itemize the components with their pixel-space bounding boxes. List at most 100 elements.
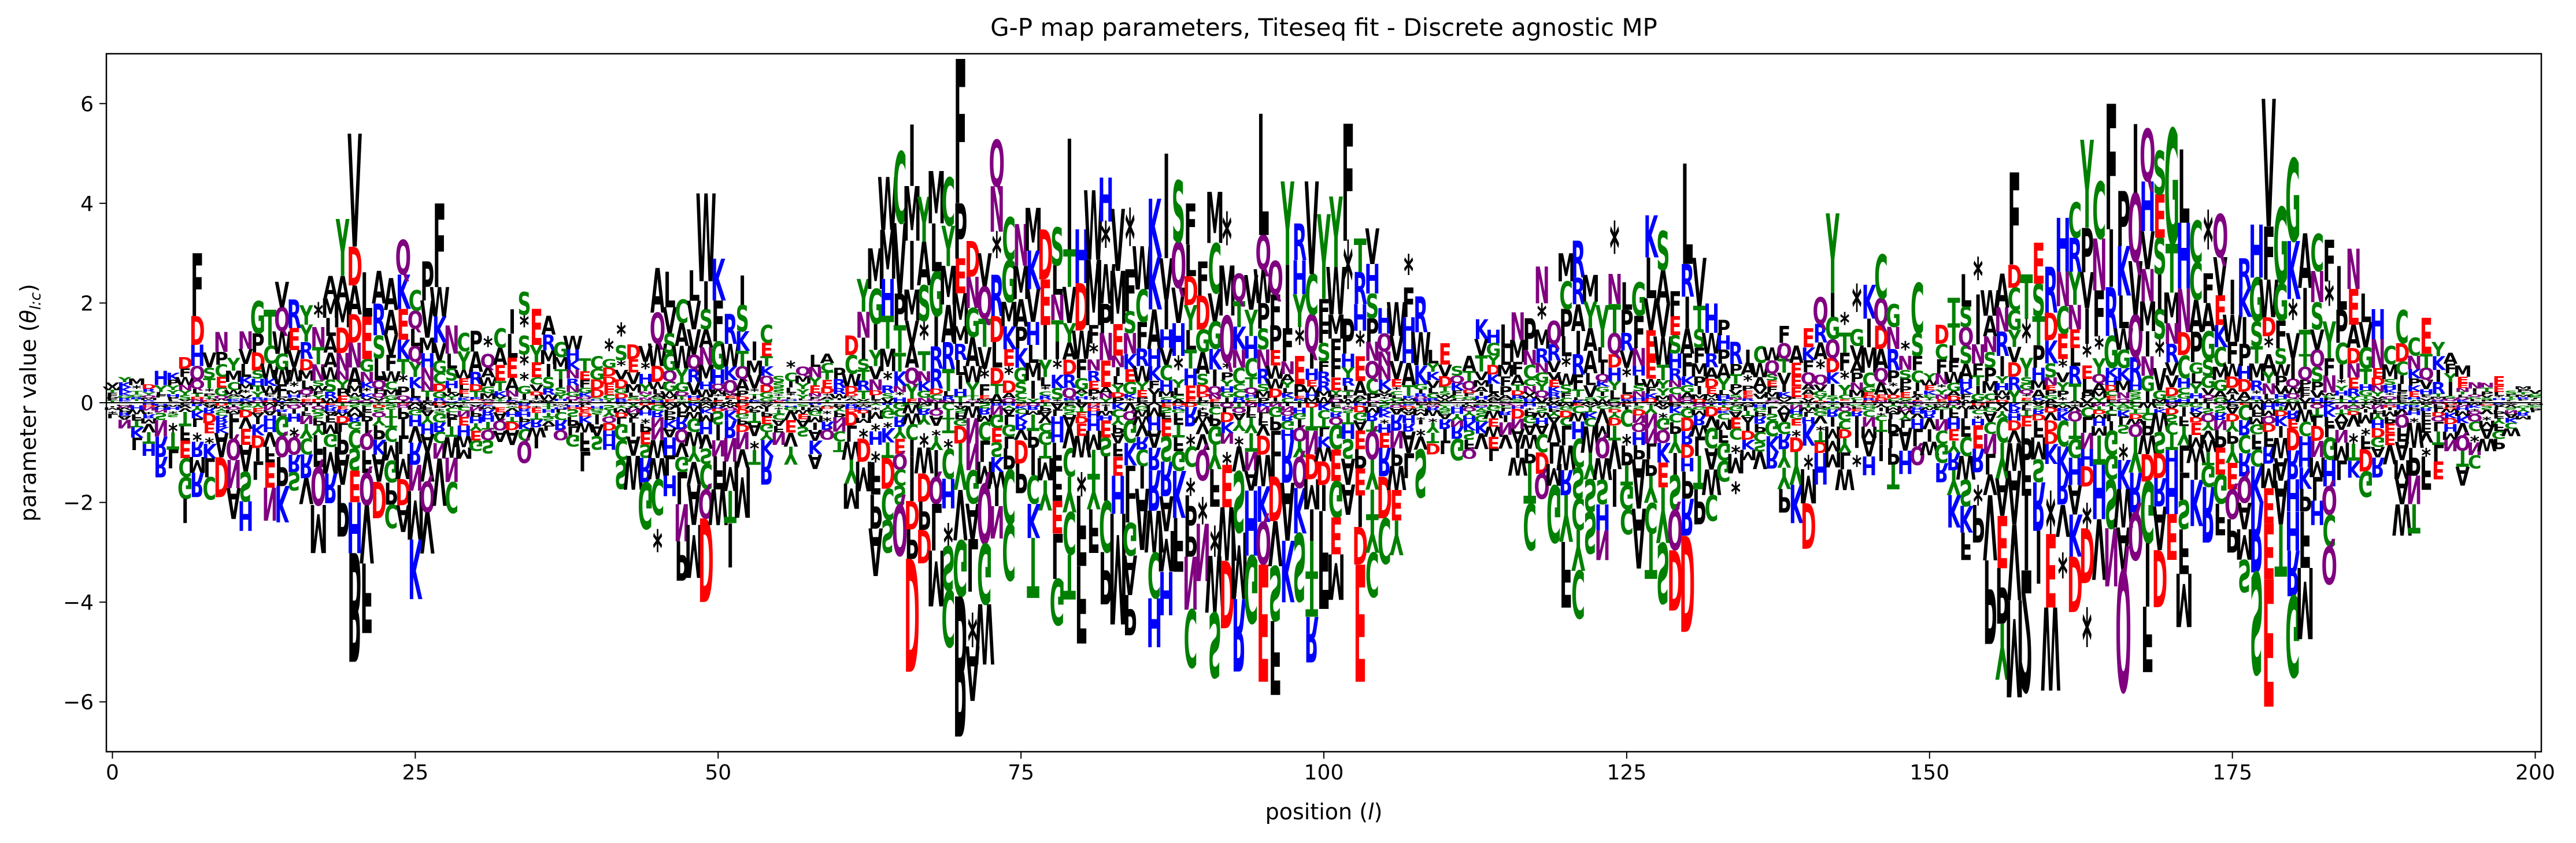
- logo-letter: W: [272, 404, 292, 407]
- logo-letter: S: [1450, 363, 1464, 379]
- logo-letter: M: [321, 438, 340, 480]
- logo-letter: K: [251, 421, 266, 438]
- logo-letter: A: [202, 403, 217, 408]
- logo-letter: G: [359, 356, 374, 376]
- logo-letter: T: [1027, 518, 1039, 614]
- logo-letter: G: [347, 419, 362, 431]
- logo-letter: G: [238, 404, 253, 407]
- logo-letter: H: [165, 406, 181, 411]
- logo-letter: M: [188, 451, 206, 476]
- logo-letter: H: [153, 403, 169, 406]
- logo-letter: Y: [1038, 470, 1052, 518]
- logo-letter: V: [178, 404, 193, 408]
- logo-letter: M: [2296, 545, 2314, 659]
- logo-letter: F: [2420, 445, 2433, 498]
- logo-letter: Y: [214, 407, 229, 412]
- logo-letter: Y: [153, 383, 168, 394]
- logo-letter: T: [130, 390, 143, 395]
- logo-letter: Q: [190, 362, 205, 384]
- logo-letter: C: [2395, 302, 2409, 355]
- logo-letter: F: [1196, 252, 1209, 307]
- logo-letter: D: [190, 308, 205, 355]
- logo-letter: A: [262, 408, 277, 417]
- logo-letter: L: [203, 452, 215, 482]
- logo-letter: F: [191, 237, 203, 337]
- x-tick-label: 175: [2212, 761, 2252, 785]
- logo-letter: *: [362, 387, 372, 395]
- logo-letter: M: [334, 296, 352, 336]
- logo-letter: *: [205, 387, 214, 395]
- logo-letter: K: [262, 377, 277, 389]
- logo-letter: E: [215, 374, 228, 391]
- logo-letter: K: [214, 425, 230, 435]
- logo-letter: *: [168, 409, 178, 415]
- logo-letter: Q: [225, 431, 241, 465]
- logo-letter: N: [298, 402, 314, 406]
- logo-letter: R: [129, 397, 144, 400]
- logo-letter: I: [303, 406, 310, 412]
- logo-letter: N: [177, 383, 193, 392]
- logo-letter: K: [227, 400, 242, 402]
- logo-letter: L: [664, 263, 675, 320]
- logo-letter: W: [2501, 425, 2522, 437]
- logo-letter: K: [711, 248, 726, 314]
- logo-letter: L: [106, 413, 118, 419]
- logo-letter: A: [541, 311, 556, 341]
- logo-letter: K: [117, 386, 133, 393]
- logo-letter: F: [1669, 285, 1682, 325]
- logo-letter: Q: [310, 454, 326, 514]
- logo-letter: D: [250, 347, 266, 376]
- logo-letter: W: [127, 408, 147, 415]
- logo-letter: H: [129, 404, 145, 411]
- logo-letter: P: [312, 415, 325, 426]
- logo-letter: W: [308, 385, 328, 392]
- logo-letter: F: [300, 410, 313, 417]
- logo-letter: I: [291, 407, 298, 414]
- logo-letter: F: [324, 413, 337, 424]
- logo-letter: V: [347, 104, 362, 284]
- logo-letter: R: [287, 292, 301, 337]
- logo-letter: W: [260, 384, 280, 395]
- logo-letter: C: [1705, 487, 1719, 528]
- logo-letter: V: [299, 469, 313, 511]
- logo-letter: G: [117, 395, 132, 399]
- logo-letter: N: [153, 408, 169, 414]
- logo-letter: A: [868, 513, 883, 589]
- logo-letter: T: [106, 400, 119, 403]
- logo-letter: K: [190, 408, 205, 420]
- logo-letter: D: [310, 398, 326, 404]
- logo-letter: H: [347, 486, 362, 567]
- logo-letter: *: [1852, 272, 1862, 344]
- logo-letter: M: [297, 367, 316, 384]
- logo-letter: M: [224, 408, 243, 415]
- logo-letter: D: [347, 307, 362, 352]
- logo-letter: L: [579, 445, 590, 476]
- logo-letter: M: [103, 406, 122, 410]
- logo-letter: C: [227, 396, 240, 399]
- logo-letter: A: [335, 269, 350, 311]
- logo-letter: K: [117, 381, 132, 389]
- logo-letter: P: [360, 410, 374, 423]
- logo-letter: S: [1656, 221, 1670, 283]
- logo-letter: E: [203, 419, 216, 436]
- logo-letter: T: [166, 426, 179, 454]
- logo-letter: C: [2311, 224, 2325, 284]
- logo-letter: Q: [298, 387, 314, 396]
- logo-letter: Y: [226, 355, 240, 376]
- logo-letter: Q: [359, 462, 375, 514]
- logo-letter: N: [153, 414, 169, 440]
- logo-letter: H: [190, 339, 205, 373]
- logo-letter: A: [323, 410, 338, 417]
- logo-letter: Y: [311, 394, 326, 400]
- x-tick-label: 75: [1008, 761, 1034, 785]
- logo-letter: N: [2346, 238, 2362, 302]
- logo-letter: Q: [225, 406, 241, 410]
- logo-letter: H: [286, 393, 302, 399]
- logo-letter: W: [102, 386, 123, 391]
- logo-letter: Y: [190, 404, 204, 412]
- logo-letter: R: [154, 450, 168, 483]
- logo-letter: F: [361, 540, 373, 651]
- logo-letter: C: [214, 362, 228, 381]
- logo-letter: H: [262, 398, 277, 402]
- logo-letter: M: [1327, 540, 1345, 612]
